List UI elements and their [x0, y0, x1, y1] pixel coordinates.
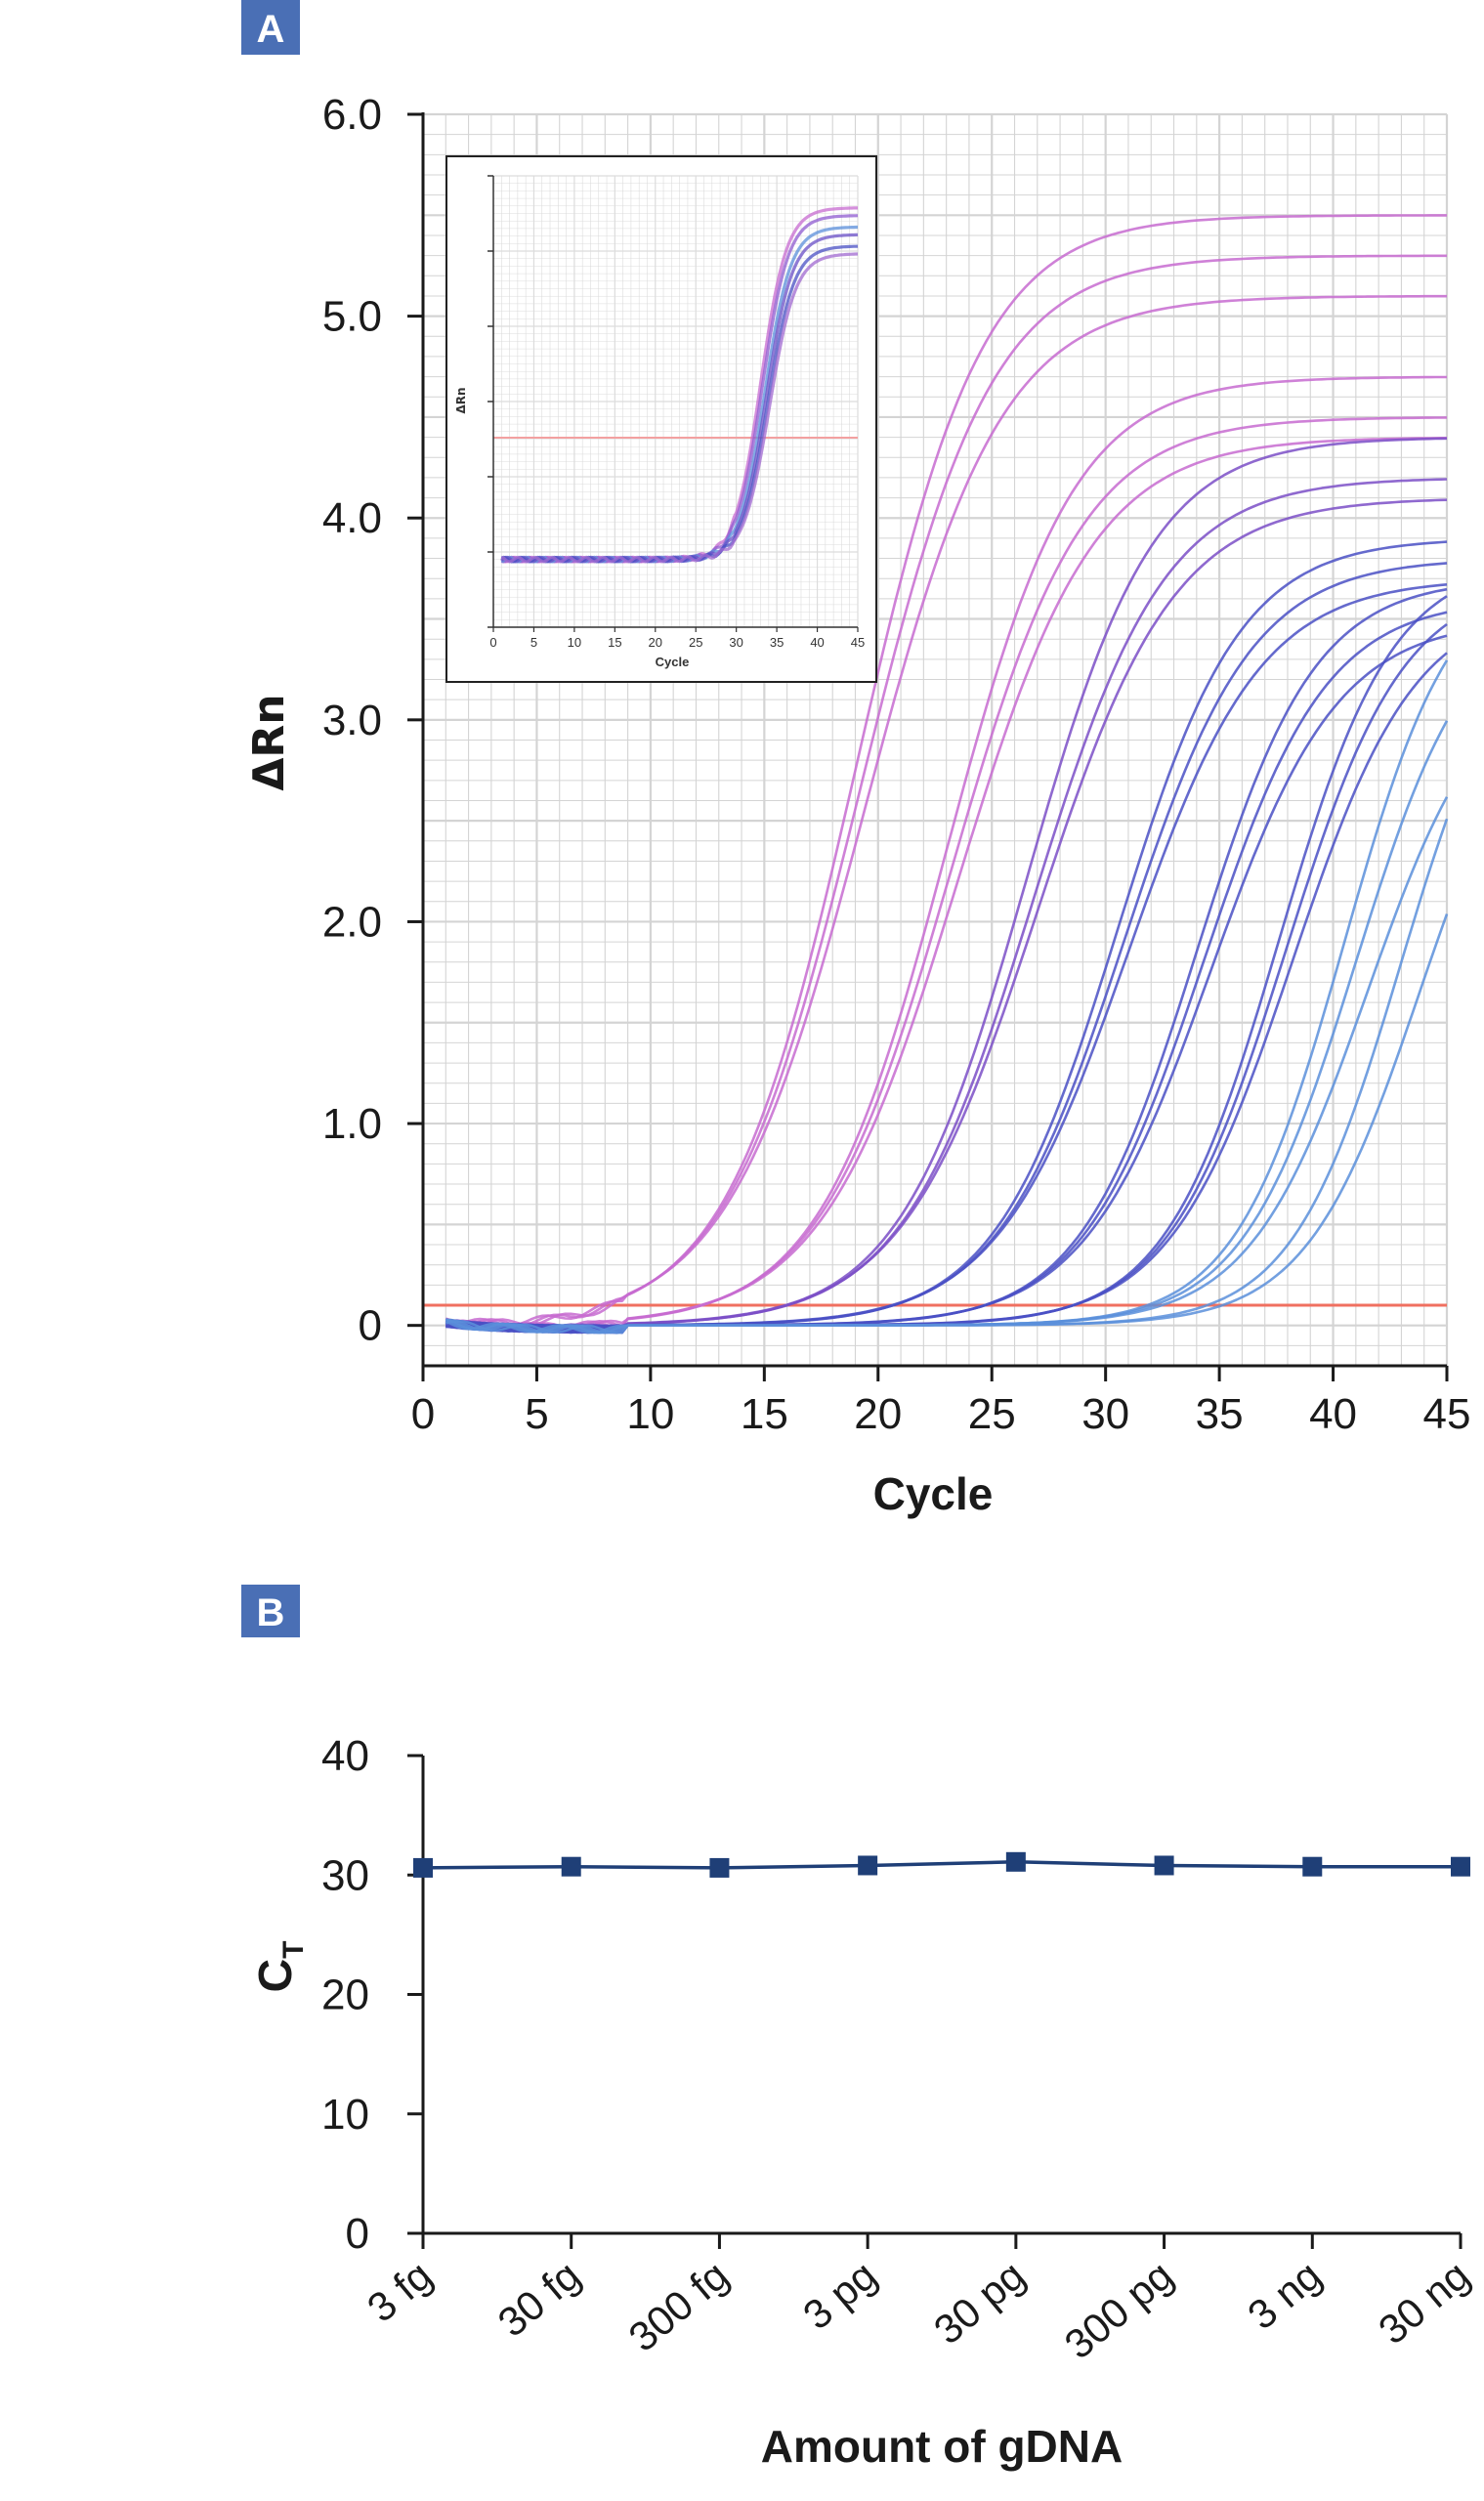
- panel-b-label: B: [257, 1591, 285, 1634]
- y-tick-label: 2.0: [322, 898, 382, 946]
- y-tick-label: 0: [346, 2210, 369, 2258]
- category-label: 3 pg: [794, 2252, 885, 2339]
- y-tick-label: 30: [321, 1851, 369, 1899]
- x-tick-label: 5: [525, 1390, 548, 1438]
- x-tick-label: 30: [1081, 1390, 1129, 1438]
- inset-x-tick-label: 35: [770, 635, 784, 650]
- inset-x-tick-label: 45: [851, 635, 865, 650]
- inset-x-axis-label: Cycle: [656, 655, 690, 669]
- ct-label-subscript: T: [277, 1941, 310, 1959]
- ct-data-point: [1005, 1851, 1026, 1872]
- panel-a-inset: 0 5 10 15 20 25 30 35 40 45 Cycle ΔRn: [445, 155, 877, 683]
- inset-x-tick-label: 10: [568, 635, 581, 650]
- panel-a-y-tick-labels: 0 1.0 2.0 3.0 4.0 5.0 6.0: [322, 91, 423, 1350]
- category-label: 3 fg: [359, 2252, 441, 2331]
- y-tick-label: 10: [321, 2091, 369, 2139]
- ct-data-point: [1451, 1856, 1470, 1877]
- category-label: 30 ng: [1370, 2252, 1478, 2353]
- ct-data-point: [561, 1856, 581, 1877]
- inset-axes: [488, 175, 858, 628]
- panel-a-y-axis-label: ΔRn: [244, 694, 294, 790]
- category-label: 30 pg: [925, 2252, 1034, 2353]
- panel-a-badge: A: [241, 0, 300, 55]
- amplification-curves: [445, 214, 1449, 1335]
- panel-b-y-axis-label: CT: [250, 1941, 310, 1993]
- x-tick-label: 35: [1196, 1390, 1244, 1438]
- category-label: 30 fg: [489, 2252, 589, 2346]
- y-tick-label: 0: [359, 1302, 382, 1350]
- x-tick-label: 25: [968, 1390, 1016, 1438]
- category-label: 300 fg: [620, 2252, 738, 2360]
- panel-a-axes: [421, 112, 1447, 1368]
- x-tick-label: 40: [1309, 1390, 1357, 1438]
- ct-data-point: [1154, 1855, 1174, 1876]
- inset-x-tick-label: 5: [530, 635, 537, 650]
- panel-a-chart: 0 5 10 15 20 25 30 35 40 45 0 1.0 2.0 3.0 4.0 5.0 6.0 C…: [244, 91, 1470, 1519]
- panel-a-label: A: [257, 8, 285, 51]
- x-tick-label: 45: [1423, 1390, 1471, 1438]
- y-tick-label: 6.0: [322, 91, 382, 139]
- inset-x-tick-label: 40: [810, 635, 824, 650]
- y-tick-label: 1.0: [322, 1100, 382, 1148]
- inset-curve: [500, 252, 858, 564]
- ct-data-point: [413, 1857, 433, 1878]
- panel-b-x-tick-labels: 3 fg 30 fg 300 fg 3 pg 30 pg 300 pg 3 ng 30 ng: [359, 2233, 1478, 2367]
- y-tick-label: 3.0: [322, 697, 382, 744]
- ct-label-c: C: [250, 1959, 302, 1993]
- ct-data-point: [858, 1855, 878, 1876]
- panel-b-axes: [421, 1756, 1461, 2235]
- ct-series-markers: [413, 1851, 1470, 1878]
- x-tick-label: 0: [411, 1390, 435, 1438]
- amplification-curve: [445, 294, 1447, 1327]
- y-tick-label: 5.0: [322, 293, 382, 341]
- ct-data-point: [1302, 1856, 1323, 1877]
- inset-curves: [500, 206, 859, 564]
- inset-x-tick-label: 20: [649, 635, 662, 650]
- category-label: 3 ng: [1239, 2252, 1330, 2339]
- amplification-curve: [445, 416, 1448, 1332]
- x-tick-label: 15: [741, 1390, 788, 1438]
- panel-b-badge: B: [241, 1585, 300, 1637]
- amplification-curve: [445, 913, 1449, 1335]
- y-tick-label: 4.0: [322, 494, 382, 542]
- inset-y-axis-label: ΔRn: [454, 387, 468, 413]
- inset-x-tick-labels: 0 5 10 15 20 25 30 35 40 45: [489, 627, 865, 650]
- y-tick-label: 40: [321, 1732, 369, 1780]
- amplification-curve: [445, 214, 1447, 1328]
- panel-b-y-tick-labels: 0 10 20 30 40: [321, 1732, 423, 2258]
- category-label: 300 pg: [1056, 2252, 1182, 2368]
- panel-a-x-tick-labels: 0 5 10 15 20 25 30 35 40 45: [411, 1366, 1471, 1438]
- inset-curve: [500, 233, 859, 564]
- inset-x-tick-label: 0: [489, 635, 496, 650]
- amplification-curve: [445, 375, 1447, 1332]
- panel-a-x-axis-label: Cycle: [873, 1468, 994, 1519]
- x-tick-label: 10: [626, 1390, 674, 1438]
- inset-x-tick-label: 30: [729, 635, 742, 650]
- ct-data-point: [709, 1857, 730, 1878]
- inset-x-tick-label: 15: [608, 635, 621, 650]
- panel-b-x-axis-label: Amount of gDNA: [761, 2421, 1123, 2472]
- y-tick-label: 20: [321, 1971, 369, 2019]
- inset-x-tick-label: 25: [689, 635, 702, 650]
- ct-series-line: [422, 1860, 1461, 1870]
- panel-b-chart: 0 10 20 30 40 3 fg 30 fg 300 fg 3 pg 30 pg 300 pg…: [250, 1732, 1478, 2472]
- inset-frame: [445, 155, 877, 683]
- x-tick-label: 20: [854, 1390, 902, 1438]
